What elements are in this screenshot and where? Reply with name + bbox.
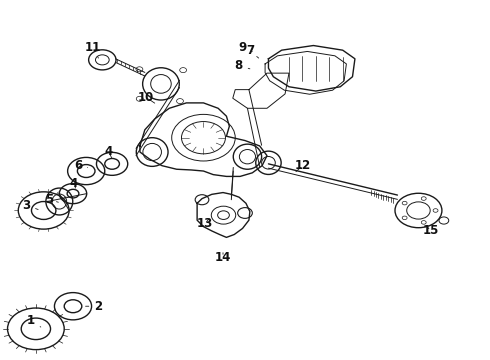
Text: 15: 15 (422, 224, 439, 238)
Text: 9: 9 (239, 41, 252, 54)
Text: 5: 5 (46, 193, 58, 206)
Text: 4: 4 (104, 145, 112, 158)
Text: 11: 11 (84, 41, 100, 58)
Text: 2: 2 (86, 300, 102, 313)
Text: 1: 1 (27, 314, 41, 327)
Text: 6: 6 (74, 159, 88, 172)
Text: 7: 7 (246, 44, 259, 58)
Text: 12: 12 (294, 159, 311, 172)
Text: 3: 3 (22, 199, 38, 212)
Text: 4: 4 (70, 177, 78, 190)
Text: 10: 10 (138, 91, 155, 104)
Text: 14: 14 (215, 251, 231, 264)
Text: 13: 13 (197, 217, 213, 230)
Text: 8: 8 (235, 59, 250, 72)
